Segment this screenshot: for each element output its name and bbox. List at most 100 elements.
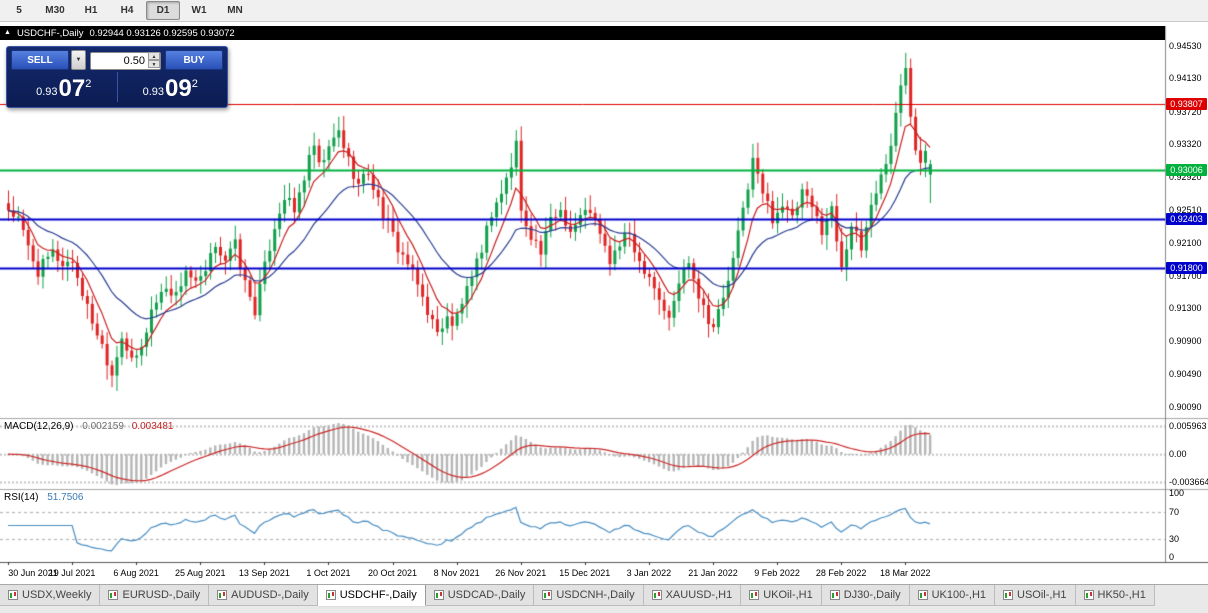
timeframe-button-w1[interactable]: W1 — [191, 5, 207, 16]
date-axis-label: 28 Feb 2022 — [815, 568, 867, 578]
order-options-dropdown[interactable]: ▼ — [71, 50, 86, 70]
chart-tab-label: UKOil-,H1 — [763, 589, 813, 601]
chart-tab-icon — [1083, 590, 1094, 600]
chart-tab-bar: USDX,Weekly EURUSD-,Daily AUDUSD-,Daily USD… — [0, 584, 1208, 613]
chart-tab-icon — [433, 590, 444, 600]
price-level-tag: 0.92403 — [1166, 212, 1207, 225]
chart-tab-label: EURUSD-,Daily — [122, 589, 201, 601]
price-axis-label: 0.90900 — [1169, 335, 1202, 346]
chart-tab-hk50-h1[interactable]: HK50-,H1 — [1075, 585, 1155, 606]
date-axis-label: 13 Sep 2021 — [238, 568, 290, 578]
bid-price-display[interactable]: 0.93 07 2 — [11, 70, 117, 104]
ask-price-prefix: 0.93 — [142, 86, 165, 98]
price-axis-label: 0.92920 — [1169, 171, 1202, 182]
volume-increase-button[interactable]: ▲ — [148, 52, 160, 60]
timeframe-button-mn[interactable]: MN — [227, 5, 243, 16]
date-axis-label: 26 Nov 2021 — [495, 568, 547, 578]
macd-axis-label: -0.003664 — [1169, 477, 1208, 487]
timeframe-button-h4[interactable]: H4 — [120, 5, 134, 16]
ask-price-display[interactable]: 0.93 09 2 — [118, 70, 224, 104]
date-axis-label: 19 Jul 2021 — [48, 568, 96, 578]
price-level-tag: 0.93006 — [1166, 163, 1207, 176]
macd-main-value: 0.002159 — [82, 421, 124, 432]
chart-tab-xauusd-h1[interactable]: XAUUSD-,H1 — [643, 585, 742, 606]
chart-tab-usdcnh-daily[interactable]: USDCNH-,Daily — [534, 585, 644, 606]
date-axis-label: 6 Aug 2021 — [113, 568, 159, 578]
chart-ohlc-values: 0.92944 0.93126 0.92595 0.93072 — [89, 27, 235, 39]
price-axis-label: 0.91700 — [1169, 270, 1202, 281]
chart-tab-label: USDCHF-,Daily — [339, 589, 417, 601]
bid-price-prefix: 0.93 — [36, 86, 58, 98]
date-axis-label: 25 Aug 2021 — [174, 568, 226, 578]
rsi-axis-label: 0 — [1169, 552, 1175, 562]
chart-tab-label: USDX,Weekly — [22, 589, 92, 601]
macd-axis-label: 0.00 — [1169, 449, 1187, 460]
chart-tab-icon — [651, 590, 662, 600]
price-axis-label: 0.92100 — [1169, 238, 1202, 249]
chart-tab-eurusd-daily[interactable]: EURUSD-,Daily — [100, 585, 210, 606]
price-axis-label: 0.90490 — [1169, 369, 1202, 380]
date-axis-label: 9 Feb 2022 — [754, 568, 800, 578]
macd-indicator-label: MACD(12,26,9) 0.002159 0.003481 — [4, 421, 173, 432]
chart-tab-label: USDCAD-,Daily — [447, 589, 526, 601]
chart-tab-label: HK50-,H1 — [1097, 589, 1146, 601]
buy-button[interactable]: BUY — [165, 50, 223, 70]
date-axis-label: 21 Jan 2022 — [688, 568, 738, 578]
chart-window: ▲ USDCHF-,Daily 0.92944 0.93126 0.92595 … — [0, 22, 1208, 584]
chart-tab-label: UK100-,H1 — [931, 589, 987, 601]
date-axis-label: 18 Mar 2022 — [879, 568, 931, 578]
chart-tab-label: USDCNH-,Daily — [556, 589, 635, 601]
date-axis-label: 3 Jan 2022 — [626, 568, 672, 578]
date-axis-label: 30 Jun 2021 — [8, 568, 58, 578]
price-axis-label: 0.92510 — [1169, 204, 1202, 215]
chart-title-bar: ▲ USDCHF-,Daily 0.92944 0.93126 0.92595 … — [0, 26, 1165, 40]
chart-tab-uk100-h1[interactable]: UK100-,H1 — [909, 585, 996, 606]
chart-tab-icon — [749, 590, 760, 600]
timeframe-button-m30[interactable]: M30 — [45, 5, 65, 16]
chart-tab-icon — [917, 590, 928, 600]
sell-button[interactable]: SELL — [11, 50, 69, 70]
bid-price-pipette: 2 — [85, 78, 92, 90]
chart-tab-icon — [325, 590, 336, 600]
rsi-axis-label: 100 — [1169, 488, 1185, 498]
timeframe-button-h1[interactable]: H1 — [84, 5, 98, 16]
rsi-axis-label: 70 — [1169, 507, 1180, 518]
chevron-down-icon: ▼ — [75, 57, 82, 63]
price-axis-label: 0.94130 — [1169, 73, 1202, 84]
chart-tab-label: XAUUSD-,H1 — [665, 589, 733, 601]
price-axis-label: 0.90090 — [1169, 401, 1202, 412]
rsi-indicator-label: RSI(14) 51.7506 — [4, 492, 83, 503]
date-axis-label: 20 Oct 2021 — [368, 568, 418, 578]
ask-price-big-digits: 09 — [165, 75, 192, 102]
chart-tab-icon — [8, 590, 18, 600]
timeframe-button-d1[interactable]: D1 — [146, 1, 180, 20]
chart-tab-label: AUDUSD-,Daily — [231, 589, 309, 601]
price-axis-label: 0.93720 — [1169, 106, 1202, 117]
bid-price-big-digits: 07 — [58, 75, 86, 102]
chart-tab-icon — [1003, 590, 1014, 600]
chart-tab-usdx-weekly[interactable]: USDX,Weekly — [0, 585, 101, 606]
chart-tab-icon — [217, 590, 228, 600]
date-axis-label: 15 Dec 2021 — [559, 568, 611, 578]
chart-tab-icon — [829, 590, 840, 600]
chart-tab-usdcad-daily[interactable]: USDCAD-,Daily — [425, 585, 535, 606]
chart-tab-icon — [108, 590, 119, 600]
volume-decrease-button[interactable]: ▼ — [148, 60, 160, 68]
chart-tab-icon — [542, 590, 553, 600]
macd-axis-label: 0.005963 — [1169, 421, 1207, 431]
chart-tab-ukoil-h1[interactable]: UKOil-,H1 — [741, 585, 822, 606]
price-chart-canvas[interactable] — [0, 22, 1208, 584]
price-axis-label: 0.93320 — [1169, 139, 1202, 150]
rsi-indicator-name: RSI(14) — [4, 492, 39, 503]
chart-tab-usdchf-daily[interactable]: USDCHF-,Daily — [317, 585, 426, 606]
macd-indicator-name: MACD(12,26,9) — [4, 421, 74, 432]
chart-tab-dj30-daily[interactable]: DJ30-,Daily — [821, 585, 910, 606]
volume-input[interactable] — [90, 52, 161, 70]
chart-tab-usoil-h1[interactable]: USOil-,H1 — [995, 585, 1076, 606]
chart-window-icon: ▲ — [4, 29, 11, 36]
ask-price-pipette: 2 — [191, 78, 198, 90]
one-click-trading-panel: SELL ▼ ▲ ▼ BUY 0.93 07 2 — [6, 46, 228, 108]
chart-tab-audusd-daily[interactable]: AUDUSD-,Daily — [209, 585, 318, 606]
timeframe-button-5[interactable]: 5 — [16, 5, 22, 16]
